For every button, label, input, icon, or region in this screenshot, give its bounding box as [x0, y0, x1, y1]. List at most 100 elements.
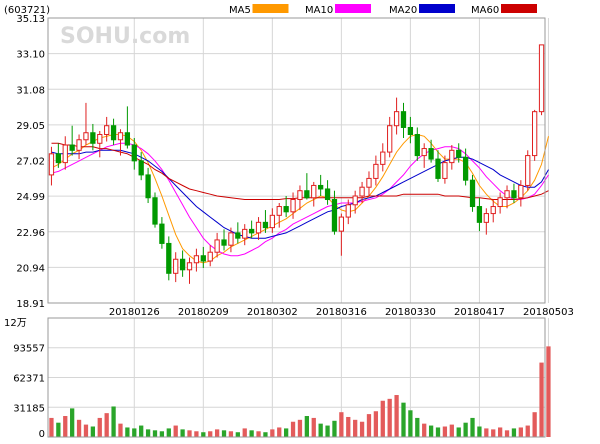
volume-bar: [166, 428, 171, 437]
candle-body: [324, 188, 331, 201]
volume-bar: [422, 423, 427, 437]
volume-tick-label: 62371: [13, 374, 45, 385]
volume-bar: [511, 428, 517, 437]
volume-bar: [256, 431, 261, 437]
stock-code: (603721): [4, 5, 50, 16]
candle-body: [435, 158, 441, 179]
volume-bar: [111, 406, 116, 437]
candle-body: [214, 239, 220, 253]
price-tick-label: 33.10: [16, 50, 45, 61]
candle-body: [380, 151, 386, 165]
volume-bar: [532, 412, 537, 437]
candle-body: [469, 179, 476, 208]
candle-body: [110, 125, 117, 141]
volume-bar: [539, 362, 544, 437]
candle-body: [48, 153, 55, 176]
volume-bar: [208, 431, 213, 437]
candle-body: [318, 184, 324, 190]
candle-body: [145, 174, 151, 199]
volume-bar: [270, 429, 275, 437]
volume-bar: [249, 430, 254, 437]
price-tick-label: 35.13: [16, 14, 45, 25]
date-tick-label: 20180316: [316, 307, 367, 318]
candle-body: [104, 125, 110, 135]
candle-body: [304, 190, 310, 199]
candle-body: [297, 190, 303, 201]
candle-body: [228, 232, 234, 246]
volume-bar: [56, 422, 61, 437]
volume-bar: [408, 410, 413, 437]
candle-body: [166, 242, 172, 274]
volume-bar: [235, 432, 240, 437]
date-tick-label: 20180302: [247, 307, 298, 318]
candle-body: [262, 221, 269, 229]
volume-bar: [546, 346, 551, 437]
candle-body: [428, 148, 434, 160]
legend-label-ma20: MA20: [389, 5, 417, 16]
candle-body: [90, 132, 96, 144]
candle-body: [55, 153, 61, 164]
candle-body: [504, 190, 510, 199]
volume-bar: [221, 430, 227, 437]
candle-body: [449, 149, 455, 164]
candle-body: [373, 163, 379, 179]
candle-body: [483, 213, 489, 223]
candle-body: [387, 125, 393, 153]
candle-body: [69, 144, 75, 151]
candle-body: [359, 186, 365, 197]
candle-body: [366, 177, 372, 188]
volume-bar: [463, 422, 468, 437]
candle-body: [393, 111, 400, 127]
candle-body: [62, 144, 68, 164]
candle-body: [269, 214, 275, 229]
candle-body: [331, 199, 338, 232]
volume-tick-label: 0: [39, 429, 45, 440]
volume-bar: [525, 425, 530, 437]
volume-bar: [228, 431, 234, 437]
volume-bar: [449, 424, 454, 437]
volume-bar: [49, 417, 54, 437]
candle-body: [497, 197, 503, 208]
legend-label-ma10: MA10: [305, 5, 333, 16]
candle-body: [76, 139, 82, 151]
volume-bar: [63, 416, 68, 437]
volume-bar: [332, 420, 337, 437]
candle-body: [235, 232, 241, 239]
volume-bar: [277, 427, 282, 437]
watermark: SOHU.com: [60, 24, 190, 49]
volume-bar: [118, 423, 123, 437]
candle-body: [352, 195, 358, 206]
volume-bar: [214, 429, 220, 437]
chart-header: (603721) 12万: [4, 5, 50, 329]
candle-body: [179, 258, 186, 271]
legend-label-ma5: MA5: [229, 5, 251, 16]
volume-bar: [173, 425, 178, 437]
price-tick-label: 18.91: [16, 299, 45, 310]
chart-frame: [47, 17, 546, 438]
date-tick-label: 20180330: [385, 307, 436, 318]
volume-bar: [428, 425, 434, 437]
candle-body: [255, 221, 262, 234]
legend-swatch-ma10: [335, 4, 371, 13]
volume-bar: [76, 419, 82, 437]
candle-body: [456, 149, 462, 158]
volume-bar: [90, 426, 96, 437]
volume-bar: [97, 417, 102, 437]
volume-bar: [470, 417, 475, 437]
volume-bar: [387, 398, 392, 437]
candle-body: [345, 204, 351, 218]
price-panel-frame: [47, 17, 546, 304]
date-tick-label: 20180417: [454, 307, 505, 318]
candle-body: [242, 228, 248, 239]
volume-bar: [297, 419, 303, 437]
volume-bar: [125, 427, 130, 437]
x-axis-labels: 20180126 20180209 20180302 20180316 20180330…: [109, 307, 574, 318]
volume-bar: [194, 431, 199, 437]
candle-body: [511, 190, 517, 199]
price-tick-label: 27.02: [16, 157, 45, 168]
volume-bar: [380, 400, 385, 437]
price-tick-label: 20.94: [16, 263, 45, 274]
candle-body: [476, 206, 483, 223]
candle-body: [152, 197, 158, 225]
date-tick-label: 20180126: [109, 307, 160, 318]
